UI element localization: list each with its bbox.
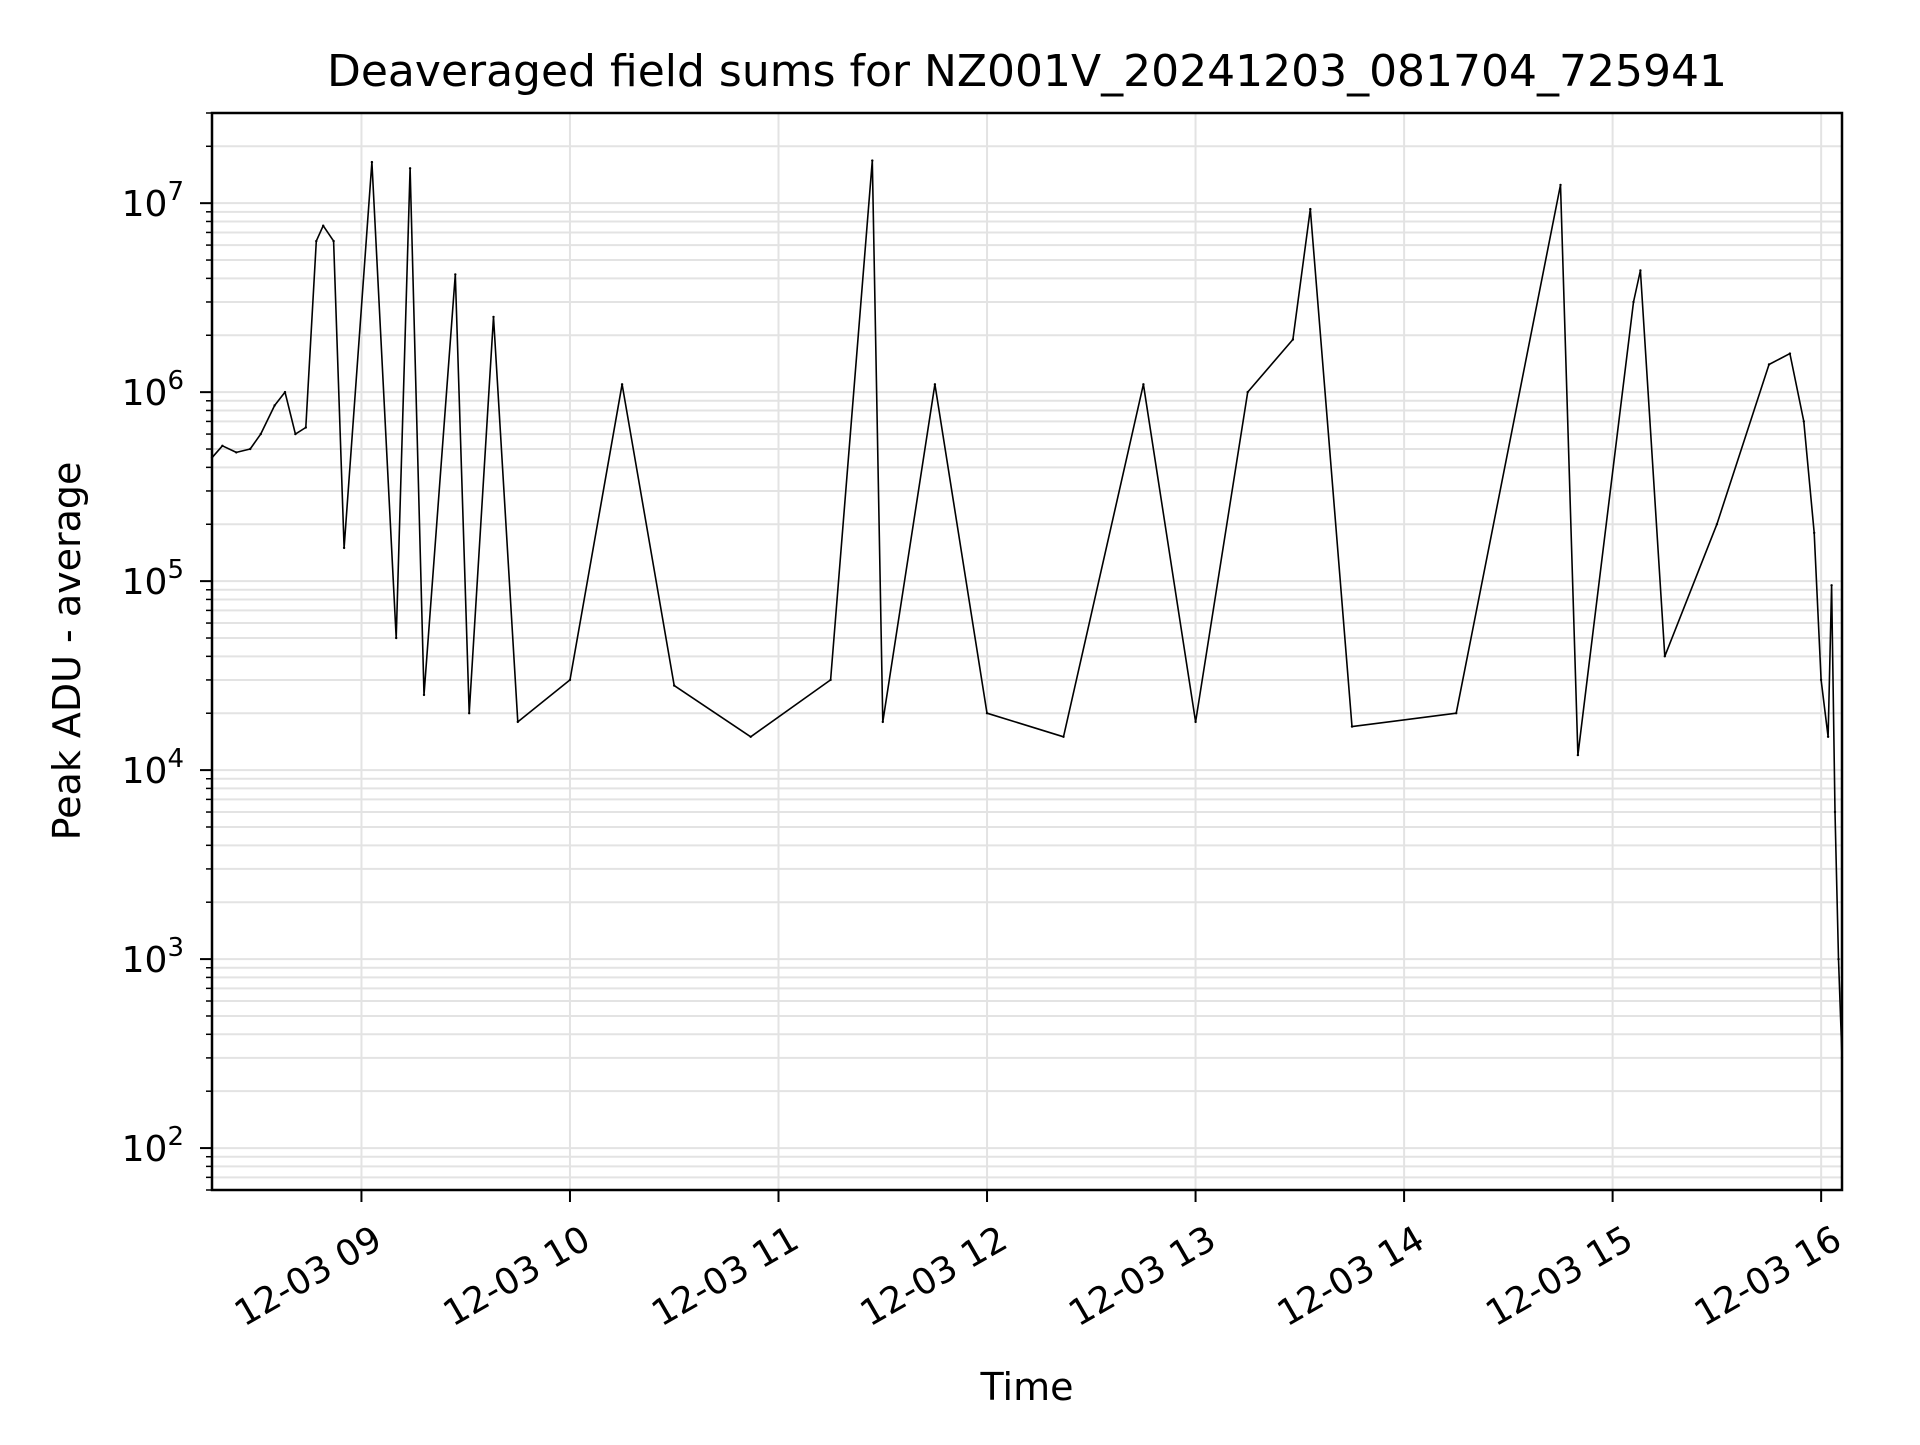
data-point bbox=[1062, 735, 1065, 738]
data-point bbox=[1833, 810, 1837, 814]
x-axis-label: Time bbox=[980, 1365, 1074, 1409]
data-point bbox=[1802, 420, 1806, 423]
data-point bbox=[933, 383, 937, 386]
chart-title: Deaveraged field sums for NZ001V_2024120… bbox=[327, 46, 1727, 97]
data-point bbox=[1663, 655, 1667, 658]
data-point bbox=[1837, 957, 1840, 961]
data-point bbox=[304, 426, 307, 429]
grid bbox=[212, 112, 1842, 1191]
data-point bbox=[1559, 183, 1562, 187]
data-point bbox=[516, 720, 519, 724]
data-point bbox=[1291, 338, 1295, 341]
data-point bbox=[342, 546, 346, 550]
data-point bbox=[235, 451, 238, 454]
data-point bbox=[454, 273, 457, 276]
data-point bbox=[294, 432, 297, 436]
data-point bbox=[749, 735, 752, 738]
data-point bbox=[1715, 523, 1719, 526]
data-point bbox=[1576, 753, 1580, 757]
data-point bbox=[322, 224, 325, 227]
axes-frame bbox=[210, 111, 1844, 1192]
data-point bbox=[1826, 735, 1830, 738]
data-point bbox=[492, 315, 495, 319]
data-point bbox=[1632, 300, 1635, 304]
data-point bbox=[871, 159, 874, 162]
data-point bbox=[1830, 584, 1833, 587]
data-point bbox=[395, 636, 398, 640]
y-axis-label: Peak ADU - average bbox=[45, 462, 89, 841]
data-point bbox=[1455, 712, 1458, 715]
data-point bbox=[1788, 352, 1792, 355]
data-point bbox=[259, 432, 262, 436]
data-point bbox=[315, 239, 318, 243]
data-point bbox=[829, 678, 832, 682]
data-point bbox=[1767, 363, 1771, 366]
data-point bbox=[408, 167, 412, 170]
data-point bbox=[332, 239, 335, 243]
plot-area bbox=[210, 159, 1844, 1060]
data-point bbox=[221, 444, 224, 447]
data-point bbox=[1194, 720, 1197, 724]
data-point bbox=[881, 720, 884, 724]
data-point bbox=[1309, 207, 1312, 211]
data-point bbox=[468, 712, 471, 715]
series-line bbox=[211, 159, 1843, 1058]
data-point bbox=[283, 390, 287, 394]
data-point bbox=[249, 447, 252, 451]
data-point bbox=[1350, 725, 1354, 728]
data-point bbox=[370, 160, 374, 164]
data-point bbox=[273, 404, 276, 407]
data-point bbox=[1142, 383, 1145, 386]
data-point bbox=[1813, 531, 1816, 535]
data-point bbox=[620, 383, 624, 386]
data-point bbox=[1819, 678, 1823, 682]
data-point bbox=[1639, 269, 1642, 272]
data-point bbox=[673, 684, 676, 687]
data-point bbox=[422, 693, 426, 697]
data-point bbox=[985, 712, 989, 715]
data-point bbox=[568, 678, 572, 682]
data-point bbox=[1246, 390, 1249, 394]
